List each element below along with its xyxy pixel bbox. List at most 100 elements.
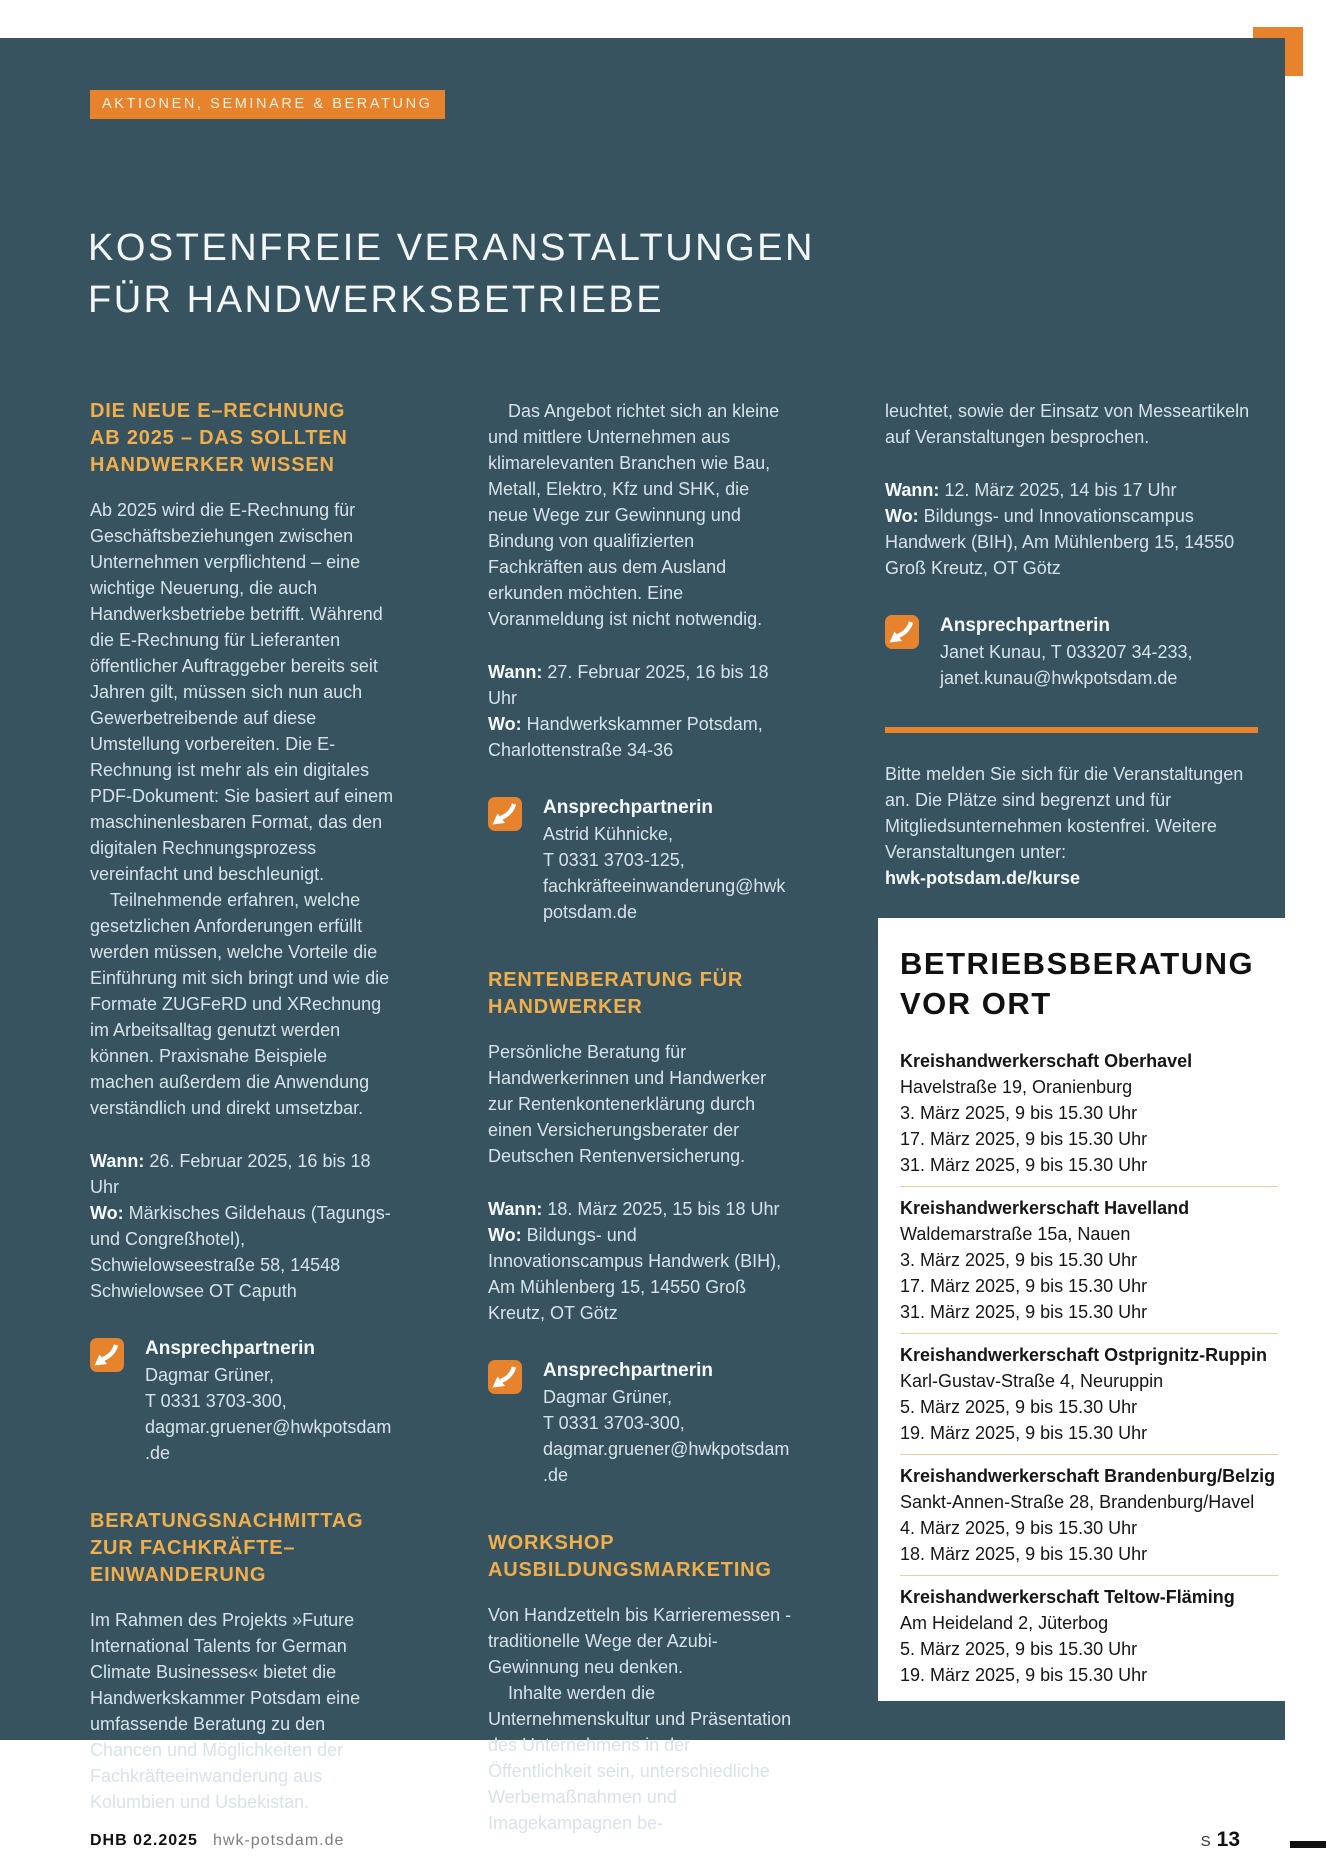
contact-email[interactable]: fachkräfteeinwanderung@hwkpotsdam.de (543, 876, 786, 922)
wann-label: Wann: (488, 1199, 543, 1219)
heading-erechnung: DIE NEUE E–RECHNUNG AB 2025 – DAS SOLLTE… (90, 400, 348, 476)
column-1: DIE NEUE E–RECHNUNG AB 2025 – DAS SOLLTE… (90, 398, 394, 1815)
box-entry-teltow-flaeming: Kreishandwerkerschaft Teltow-Fläming Am … (900, 1576, 1326, 1696)
contact-name: Astrid Kühnicke, (543, 824, 674, 844)
entry-address: Waldemarstraße 15a, Nauen (900, 1224, 1131, 1244)
entry-date: 19. März 2025, 9 bis 15.30 Uhr (900, 1423, 1148, 1443)
contact-label: Ansprechpartnerin (940, 615, 1110, 636)
arrow-icon (90, 1338, 124, 1372)
heading-workshop: WORKSHOP AUSBILDUNGSMARKETING (488, 1532, 772, 1581)
erechnung-contact: Ansprechpartnerin Dagmar Grüner, T 0331 … (90, 1336, 394, 1466)
rente-paragraph-1: Persönliche Beratung für Handwerkerinnen… (488, 1042, 767, 1166)
contact-name-phone: Janet Kunau, T 033207 34-233, (940, 642, 1193, 662)
page-title: KOSTENFREIE VERANSTALTUNGEN FÜR HANDWERK… (88, 222, 815, 326)
contact-phone: T 0331 3703-300, (145, 1391, 287, 1411)
wo-label: Wo: (488, 1225, 522, 1245)
contact-email[interactable]: janet.kunau@hwkpotsdam.de (940, 668, 1178, 688)
rente-event-details: Wann: 18. März 2025, 15 bis 18 Uhr Wo: Bil… (488, 1196, 792, 1326)
contact-label: Ansprechpartnerin (145, 1338, 315, 1359)
contact-name: Dagmar Grüner, (145, 1365, 275, 1385)
box-divider (900, 1575, 1278, 1576)
footer-issue: DHB 02.2025 (90, 1832, 198, 1849)
entry-date: 31. März 2025, 9 bis 15.30 Uhr (900, 1302, 1148, 1322)
page-number: 13 (1216, 1828, 1240, 1851)
contact-text: Ansprechpartnerin Janet Kunau, T 033207 … (940, 613, 1193, 691)
entry-date: 18. März 2025, 9 bis 15.30 Uhr (900, 1544, 1148, 1564)
entry-date: 19. März 2025, 9 bis 15.30 Uhr (900, 1665, 1148, 1685)
wo-label: Wo: (90, 1203, 124, 1223)
registration-note: Bitte melden Sie sich für die Veranstalt… (885, 764, 1244, 862)
wann-label: Wann: (488, 662, 543, 682)
page-title-line-2: FÜR HANDWERKSBETRIEBE (88, 279, 665, 321)
event-when: Wann: 26. Februar 2025, 16 bis 18 Uhr (90, 1151, 371, 1197)
page-prefix: S (1200, 1833, 1211, 1850)
fachkraefte-paragraph-1: Im Rahmen des Projekts »Future Internati… (90, 1610, 361, 1812)
contact-phone: T 0331 3703-300, (543, 1413, 685, 1433)
orange-divider-rule (885, 727, 1258, 733)
wann-label: Wann: (885, 480, 940, 500)
entry-address: Havelstraße 19, Oranienburg (900, 1077, 1133, 1097)
contact-label: Ansprechpartnerin (543, 797, 713, 818)
event-where: Wo: Bildungs- und Innovationscampus Handw… (885, 506, 1235, 578)
event-when: Wann: 18. März 2025, 15 bis 18 Uhr (488, 1199, 780, 1219)
erechnung-event-details: Wann: 26. Februar 2025, 16 bis 18 Uhr Wo:… (90, 1148, 394, 1304)
rente-contact: Ansprechpartnerin Dagmar Grüner, T 0331 … (488, 1358, 792, 1488)
entry-date: 5. März 2025, 9 bis 15.30 Uhr (900, 1639, 1138, 1659)
event-where: Wo: Märkisches Gildehaus (Tagungs- und Co… (90, 1203, 391, 1301)
page-title-line-1: KOSTENFREIE VERANSTALTUNGEN (88, 227, 815, 269)
box-entry-oberhavel: Kreishandwerkerschaft Oberhavel Havelstr… (900, 1040, 1326, 1186)
box-divider (900, 1333, 1278, 1334)
fachkraefte-event-details: Wann: 27. Februar 2025, 16 bis 18 Uhr Wo:… (488, 659, 792, 763)
betriebsberatung-box: BETRIEBSBERATUNG VOR ORT Kreishandwerker… (878, 918, 1326, 1701)
contact-text: Ansprechpartnerin Astrid Kühnicke, T 033… (543, 795, 792, 925)
workshop-paragraph-2-continued: leuchtet, sowie der Einsatz von Messeart… (885, 401, 1250, 447)
box-title: BETRIEBSBERATUNG VOR ORT (900, 946, 1255, 1021)
column-3: leuchtet, sowie der Einsatz von Messeart… (885, 398, 1260, 891)
workshop-event-details: Wann: 12. März 2025, 14 bis 17 Uhr Wo: Bil… (885, 477, 1260, 581)
wann-label: Wann: (90, 1151, 145, 1171)
wo-label: Wo: (885, 506, 919, 526)
heading-rente: RENTENBERATUNG FÜR HANDWERKER (488, 969, 744, 1018)
contact-email[interactable]: dagmar.gruener@hwkpotsdam.de (145, 1417, 392, 1463)
section-tag: AKTIONEN, SEMINARE & BERATUNG (90, 90, 445, 119)
column-2: Das Angebot richtet sich an kleine und m… (488, 398, 792, 1836)
box-divider (900, 1454, 1278, 1455)
entry-address: Karl-Gustav-Straße 4, Neuruppin (900, 1371, 1164, 1391)
contact-text: Ansprechpartnerin Dagmar Grüner, T 0331 … (543, 1358, 792, 1488)
entry-address: Am Heideland 2, Jüterbog (900, 1613, 1109, 1633)
event-when: Wann: 12. März 2025, 14 bis 17 Uhr (885, 480, 1177, 500)
entry-date: 3. März 2025, 9 bis 15.30 Uhr (900, 1250, 1138, 1270)
arrow-icon (488, 797, 522, 831)
box-entry-brandenburg-belzig: Kreishandwerkerschaft Brandenburg/Belzig… (900, 1455, 1326, 1575)
event-where: Wo: Bildungs- und Innovationscampus Handw… (488, 1225, 782, 1323)
entry-date: 3. März 2025, 9 bis 15.30 Uhr (900, 1103, 1138, 1123)
fachkraefte-paragraph-2: Das Angebot richtet sich an kleine und m… (488, 401, 780, 629)
page-footer: DHB 02.2025 hwk-potsdam.de S 13 (0, 1828, 1326, 1858)
erechnung-paragraph-1: Ab 2025 wird die E-Rechnung für Geschäft… (90, 500, 394, 884)
entry-date: 4. März 2025, 9 bis 15.30 Uhr (900, 1518, 1138, 1538)
contact-phone: T 0331 3703-125, (543, 850, 685, 870)
footer-page-number: S 13 (1201, 1828, 1240, 1852)
box-entry-havelland: Kreishandwerkerschaft Havelland Waldemar… (900, 1187, 1326, 1333)
box-divider (900, 1186, 1278, 1187)
fachkraefte-contact: Ansprechpartnerin Astrid Kühnicke, T 033… (488, 795, 792, 925)
entry-date: 17. März 2025, 9 bis 15.30 Uhr (900, 1276, 1148, 1296)
erechnung-paragraph-2: Teilnehmende erfahren, welche gesetzlich… (90, 890, 390, 1118)
event-when: Wann: 27. Februar 2025, 16 bis 18 Uhr (488, 662, 769, 708)
entry-date: 17. März 2025, 9 bis 15.30 Uhr (900, 1129, 1148, 1149)
workshop-contact: Ansprechpartnerin Janet Kunau, T 033207 … (885, 613, 1260, 691)
workshop-paragraph-2: Inhalte werden die Unternehmenskultur un… (488, 1683, 792, 1833)
contact-text: Ansprechpartnerin Dagmar Grüner, T 0331 … (145, 1336, 394, 1466)
arrow-icon (885, 615, 919, 649)
courses-link[interactable]: hwk-potsdam.de/kurse (885, 868, 1081, 888)
event-where: Wo: Handwerkskammer Potsdam, Charlottenst… (488, 714, 763, 760)
arrow-icon (488, 1360, 522, 1394)
entry-date: 5. März 2025, 9 bis 15.30 Uhr (900, 1397, 1138, 1417)
entry-date: 31. März 2025, 9 bis 15.30 Uhr (900, 1155, 1148, 1175)
contact-email[interactable]: dagmar.gruener@hwkpotsdam.de (543, 1439, 790, 1485)
footer-site-link[interactable]: hwk-potsdam.de (213, 1832, 345, 1849)
footer-edge-bar (1290, 1841, 1326, 1848)
wo-label: Wo: (488, 714, 522, 734)
contact-label: Ansprechpartnerin (543, 1360, 713, 1381)
workshop-paragraph-1: Von Handzetteln bis Karrieremessen - tra… (488, 1605, 792, 1677)
